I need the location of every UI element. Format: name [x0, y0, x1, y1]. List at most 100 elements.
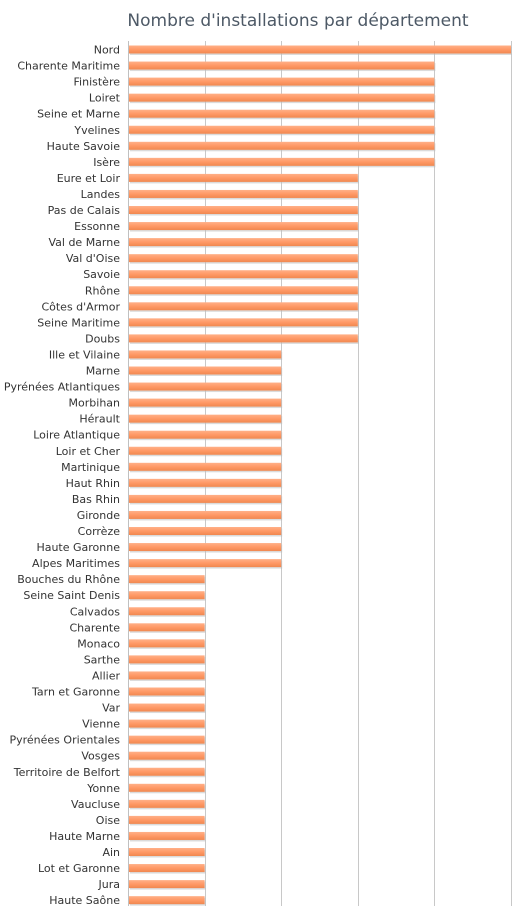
bar	[129, 639, 205, 648]
category-label: Haute Savoie	[47, 140, 121, 153]
bar	[129, 382, 282, 391]
bar	[129, 591, 205, 600]
category-label: Haute Garonne	[36, 541, 120, 554]
category-label: Ille et Vilaine	[49, 348, 120, 361]
bar	[129, 799, 205, 808]
bar	[129, 831, 205, 840]
bar	[129, 671, 205, 680]
category-label: Var	[102, 702, 120, 715]
bar	[129, 286, 358, 295]
category-label: Haute Marne	[49, 830, 120, 843]
category-label: Landes	[81, 188, 121, 201]
category-label: Pyrénées Atlantiques	[4, 381, 120, 394]
category-label: Bas Rhin	[72, 493, 120, 506]
category-label: Territoire de Belfort	[13, 766, 121, 779]
category-label: Rhône	[85, 284, 120, 297]
category-label: Val de Marne	[48, 236, 120, 249]
category-label: Essonne	[74, 220, 120, 233]
bar	[129, 494, 282, 503]
bar	[129, 45, 511, 54]
category-label: Nord	[94, 44, 120, 57]
bar	[129, 575, 205, 584]
category-label: Monaco	[77, 637, 120, 650]
category-label: Martinique	[61, 461, 120, 474]
bar	[129, 543, 282, 552]
bar	[129, 350, 282, 359]
bar	[129, 254, 358, 263]
category-labels: Nord Charente Maritime Finistère Loiret Sein…	[4, 44, 121, 906]
bar	[129, 607, 205, 616]
category-label: Seine et Marne	[37, 108, 120, 121]
bar	[129, 559, 282, 568]
bar	[129, 334, 358, 343]
bar	[129, 141, 435, 150]
category-label: Seine Saint Denis	[23, 589, 120, 602]
bar	[129, 880, 205, 889]
bar	[129, 318, 358, 327]
category-label: Val d'Oise	[66, 252, 120, 265]
bar	[129, 206, 358, 214]
category-label: Côtes d'Armor	[41, 300, 120, 313]
category-label: Allier	[92, 669, 120, 682]
bar	[129, 815, 205, 824]
category-label: Calvados	[70, 605, 120, 618]
category-label: Corrèze	[78, 525, 121, 538]
bar	[129, 125, 435, 134]
bar	[129, 767, 205, 776]
bar	[129, 848, 205, 856]
category-label: Seine Maritime	[37, 316, 120, 329]
bar	[129, 864, 205, 873]
bar	[129, 173, 358, 182]
category-label: Marne	[86, 365, 121, 378]
bar	[129, 896, 205, 905]
category-label: Lot et Garonne	[38, 862, 120, 875]
category-label: Savoie	[83, 268, 120, 281]
bar	[129, 655, 205, 664]
bar	[129, 238, 358, 247]
category-label: Charente Maritime	[17, 60, 120, 73]
category-label: Charente	[70, 621, 121, 634]
gridlines	[128, 41, 512, 906]
bar	[129, 414, 282, 423]
category-label: Vienne	[82, 718, 120, 731]
bar	[129, 430, 282, 439]
category-label: Vaucluse	[71, 798, 120, 811]
category-label: Tarn et Garonne	[31, 686, 120, 699]
category-label: Bouches du Rhône	[17, 573, 120, 586]
bar	[129, 398, 282, 407]
bar	[129, 687, 205, 696]
bar	[129, 189, 358, 198]
category-label: Eure et Loir	[57, 172, 121, 185]
category-label: Oise	[96, 814, 120, 827]
bar	[129, 751, 205, 760]
category-label: Yvelines	[73, 124, 120, 137]
bars	[129, 45, 512, 906]
bar	[129, 462, 282, 471]
bar	[129, 77, 435, 86]
category-label: Pyrénées Orientales	[9, 734, 120, 747]
category-label: Loiret	[89, 92, 121, 105]
category-label: Yonne	[86, 782, 120, 795]
bar	[129, 157, 435, 166]
category-label: Loire Atlantique	[33, 429, 120, 442]
bar	[129, 109, 435, 118]
bar	[129, 302, 358, 311]
category-label: Gironde	[77, 509, 121, 522]
chart-title: Nombre d'installations par département	[127, 11, 469, 31]
category-label: Ain	[102, 846, 120, 859]
bar	[129, 510, 282, 519]
category-label: Finistère	[74, 76, 121, 89]
category-label: Loir et Cher	[56, 445, 121, 458]
category-label: Haute Saône	[49, 894, 120, 906]
bar	[129, 719, 205, 728]
bar	[129, 366, 282, 375]
bar	[129, 222, 358, 231]
bar	[129, 735, 205, 744]
category-label: Sarthe	[84, 653, 121, 666]
category-label: Hérault	[79, 413, 120, 426]
category-label: Pas de Calais	[48, 204, 121, 217]
bar	[129, 93, 435, 102]
category-label: Haut Rhin	[66, 477, 120, 490]
